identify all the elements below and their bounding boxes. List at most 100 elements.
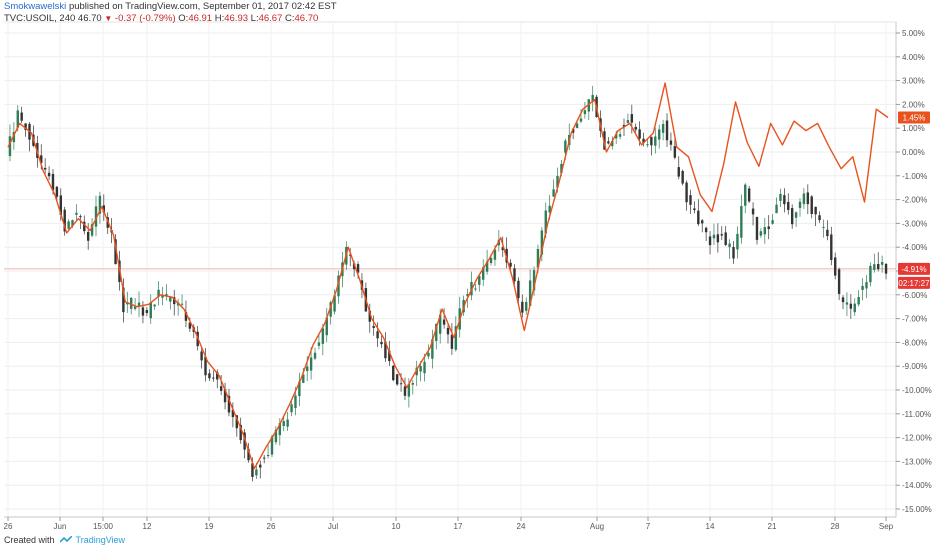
candle-body: [583, 110, 587, 115]
candle-body: [787, 201, 790, 210]
candle-body: [521, 301, 524, 313]
y-tick-label: -13.00%: [902, 457, 932, 466]
candle-body: [517, 280, 520, 299]
candle-body: [67, 221, 70, 229]
candle-body: [380, 341, 383, 345]
candle-body: [251, 463, 254, 477]
publish-line: Smokwawelski published on TradingView.co…: [4, 1, 337, 13]
candle-body: [149, 302, 152, 319]
candle-body: [278, 423, 282, 436]
x-tick-label: 17: [454, 522, 463, 531]
publish-text: published on TradingView.com, September …: [68, 1, 337, 12]
candle-body: [658, 129, 661, 140]
candle-body: [157, 289, 160, 297]
candle-body: [188, 322, 192, 329]
y-tick-label: 2.00%: [902, 100, 925, 109]
x-tick-label: 10: [392, 522, 401, 531]
y-tick-label: -3.00%: [902, 219, 927, 228]
candle-body: [810, 196, 813, 214]
candle-body: [411, 382, 414, 385]
candle-body: [665, 120, 669, 141]
y-tick-label: -10.00%: [902, 386, 932, 395]
candle-body: [681, 171, 684, 184]
candle-body: [740, 206, 743, 238]
price-badge-label: 02:17:27: [898, 279, 930, 288]
candle-body: [525, 301, 528, 311]
candle-body: [298, 381, 301, 397]
candle-body: [352, 263, 356, 270]
y-tick-label: -2.00%: [902, 196, 927, 205]
candle-body: [880, 262, 884, 265]
candle-body: [294, 395, 297, 409]
candle-body: [834, 257, 837, 276]
author-link[interactable]: Smokwawelski: [4, 1, 67, 12]
candle-body: [313, 352, 317, 359]
candle-body: [286, 419, 289, 427]
candle-body: [51, 173, 55, 191]
close-label: C:: [285, 13, 295, 24]
candle-body: [540, 230, 544, 255]
y-tick-label: 5.00%: [902, 29, 925, 38]
y-axis: 5.00% 4.00% 3.00% 2.00% 1.00% 0.00% -1.00% -2.0…: [896, 29, 932, 514]
x-tick-label: 7: [646, 522, 651, 531]
candle-body: [431, 339, 434, 359]
candle-body: [634, 126, 637, 130]
x-tick-label: Jun: [54, 522, 67, 531]
x-tick-label: Aug: [590, 522, 604, 531]
candle-body: [219, 386, 223, 391]
candle-body: [489, 257, 493, 264]
candle-body: [63, 209, 66, 232]
candle-body: [708, 236, 712, 246]
candle-body: [571, 128, 575, 133]
low-value: 46.67: [258, 13, 283, 24]
y-tick-label: -15.00%: [902, 505, 932, 514]
candle-body: [548, 205, 551, 213]
candle-body: [622, 125, 626, 127]
x-tick-label: 26: [4, 522, 13, 531]
candle-body: [90, 224, 94, 236]
candle-body: [427, 352, 430, 357]
candle-body: [724, 232, 727, 245]
candle-body: [8, 136, 12, 156]
candle-body: [419, 365, 422, 372]
candle-body: [317, 342, 321, 346]
candle-body: [661, 124, 665, 133]
price-badge: [898, 111, 930, 124]
candle-body: [71, 220, 74, 226]
candle-body: [372, 326, 375, 328]
candle-body: [43, 167, 47, 170]
candle-body: [751, 208, 755, 215]
candle-body: [255, 469, 258, 476]
candle-body: [830, 234, 833, 260]
candle-body: [395, 374, 399, 385]
candle-body: [165, 294, 168, 296]
candle-body: [865, 282, 868, 289]
candle-body: [75, 212, 78, 215]
candle-body: [141, 307, 145, 316]
candle-body: [841, 297, 845, 303]
candle-body: [693, 208, 696, 211]
tradingview-brand-link[interactable]: TradingView: [75, 535, 126, 545]
candle-body: [442, 319, 446, 325]
y-tick-label: 1.00%: [902, 124, 925, 133]
x-tick-label: Sep: [879, 522, 894, 531]
candle-body: [575, 123, 579, 128]
candle-body: [376, 331, 379, 339]
candle-body: [388, 350, 391, 362]
candle-body: [794, 212, 798, 218]
candle-body: [415, 367, 418, 376]
candle-body: [509, 262, 512, 267]
candle-body: [94, 206, 98, 227]
candle-body: [493, 249, 497, 260]
candle-body: [716, 234, 720, 243]
high-label: H:: [214, 13, 225, 24]
candle-body: [552, 189, 555, 197]
x-tick-label: 14: [706, 522, 715, 531]
candle-body: [114, 239, 117, 265]
candle-body: [857, 297, 860, 305]
y-tick-label: -8.00%: [902, 338, 927, 347]
y-tick-label: -11.00%: [902, 410, 931, 419]
symbol-label[interactable]: TVC:USOIL, 240: [4, 13, 76, 24]
candle-body: [759, 231, 763, 236]
candle-body: [309, 357, 313, 371]
